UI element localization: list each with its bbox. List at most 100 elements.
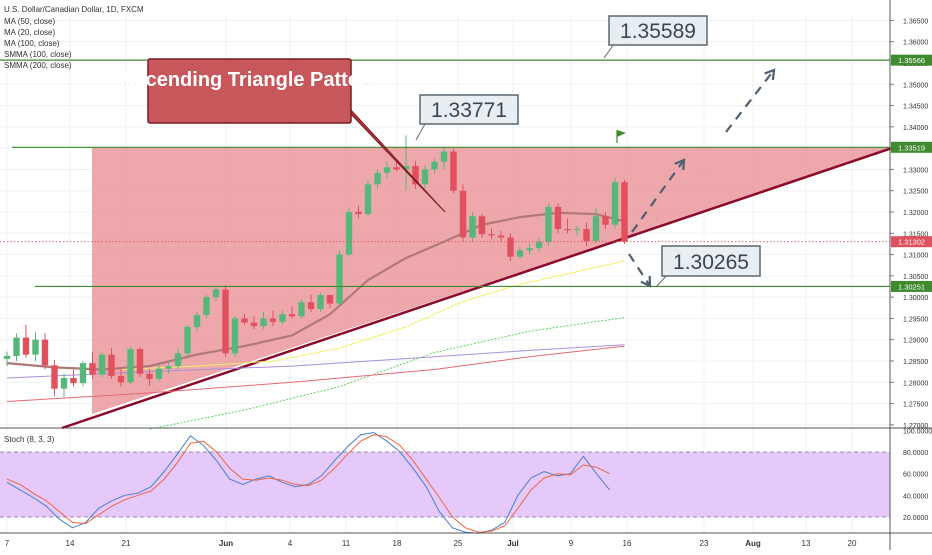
callout-support: 1.30265 xyxy=(655,245,761,288)
price-tick-label: 1.29500 xyxy=(903,316,928,323)
time-tick-label: 18 xyxy=(393,539,402,548)
callout-high-value: 1.33771 xyxy=(431,99,507,122)
candle-body xyxy=(554,206,562,230)
candle-body xyxy=(469,216,476,238)
price-tick-label: 1.30000 xyxy=(903,295,928,302)
candle-body xyxy=(345,211,353,255)
ma-series-line xyxy=(120,260,625,370)
projection-arrow-shaft xyxy=(628,253,651,287)
candle-body xyxy=(393,167,400,170)
price-tick-label: 1.27500 xyxy=(903,402,928,409)
candle-body xyxy=(241,318,248,323)
candle-body xyxy=(193,315,201,327)
candle-body xyxy=(336,254,343,304)
projection-arrow-head xyxy=(640,275,652,288)
candle-body xyxy=(364,184,372,215)
indicator-smma200: SMMA (200, close) xyxy=(4,61,72,70)
candle-body xyxy=(478,216,486,235)
stoch-axis: 100.0000 80.0000 60.0000 40.0000 20.0000 xyxy=(903,428,932,522)
ma-series-line xyxy=(6,345,625,402)
callout-upper-target: 1.35589 xyxy=(603,15,708,59)
price-tick-label: 1.34000 xyxy=(903,125,928,132)
candle-body xyxy=(374,172,381,185)
candle-body xyxy=(317,295,324,310)
candle-body xyxy=(41,339,49,366)
candle-body xyxy=(269,318,277,322)
candle-body xyxy=(108,354,115,376)
stoch-tick-label: 40.0000 xyxy=(903,493,928,500)
candle-body xyxy=(79,363,87,384)
price-tag-box xyxy=(891,236,932,248)
time-tick-label: 23 xyxy=(700,539,709,548)
price-tag-box xyxy=(891,141,932,153)
candle-body xyxy=(3,355,11,359)
candle-body xyxy=(98,354,106,375)
candle-body xyxy=(184,326,191,354)
candle-body xyxy=(32,339,39,355)
stoch-tick-label: 100.0000 xyxy=(903,428,932,435)
price-tags: 1.35566 1.33519 1.31302 1.30251 xyxy=(891,54,932,292)
time-tick-label: 11 xyxy=(342,539,351,548)
candle-body xyxy=(136,349,144,374)
candle-body xyxy=(279,314,286,322)
price-tag-label: 1.30251 xyxy=(898,282,925,291)
price-tick-label: 1.31500 xyxy=(903,231,928,238)
indicator-smma100: SMMA (100, close) xyxy=(4,50,72,59)
price-tick-label: 1.32500 xyxy=(903,189,928,196)
candle-body xyxy=(203,297,210,316)
candle-body xyxy=(412,166,419,185)
pattern-label: Ascending Triangle Pattern xyxy=(120,69,379,91)
symbol-title: U.S. Dollar/Canadian Dollar, 1D, FXCM xyxy=(4,5,144,14)
candle-body xyxy=(307,302,315,310)
price-tick-label: 1.29000 xyxy=(903,338,928,345)
candle-body xyxy=(260,318,267,327)
candle-body xyxy=(526,248,533,251)
candle-body xyxy=(70,378,77,384)
candle-body xyxy=(355,211,362,215)
time-tick-label: 7 xyxy=(5,539,10,548)
candle-body xyxy=(421,169,429,185)
price-tick-label: 1.33000 xyxy=(903,167,928,174)
price-tick-label: 1.32000 xyxy=(903,210,928,217)
price-tick-label: 1.34500 xyxy=(903,104,928,111)
time-tick-label: Jul xyxy=(507,539,519,548)
price-tick-label: 1.28500 xyxy=(903,359,928,366)
price-tick-label: 1.36000 xyxy=(903,40,928,47)
price-tick-label: 1.36500 xyxy=(903,18,928,25)
time-tick-label: 13 xyxy=(802,539,811,548)
ma-series-line xyxy=(6,344,625,379)
candle-body xyxy=(535,241,543,249)
price-tag-label: 1.31302 xyxy=(898,238,925,247)
candle-body xyxy=(383,167,391,173)
price-tag-box xyxy=(891,54,932,66)
indicator-ma50: MA (50, close) xyxy=(4,17,55,26)
candle-body xyxy=(573,229,581,231)
price-tag-box xyxy=(891,280,932,292)
candle-body xyxy=(13,337,20,356)
projection-arrow-head xyxy=(674,158,686,171)
projection-arrow-head xyxy=(764,68,776,81)
callout-high: 1.33771 xyxy=(415,94,519,141)
stoch-band xyxy=(0,452,890,517)
candle-body xyxy=(545,206,552,242)
candle-body xyxy=(611,182,619,225)
time-tick-label: Aug xyxy=(745,539,761,548)
candle-body xyxy=(564,229,571,231)
price-tick-label: 1.31000 xyxy=(903,253,928,260)
time-axis[interactable]: 7 14 21 Jun 4 11 18 25 Jul 9 16 23 Aug 13 20 xyxy=(5,539,857,548)
candle-body xyxy=(602,216,609,225)
candle-body xyxy=(174,353,182,367)
projection-arrows xyxy=(628,68,776,288)
candle-body xyxy=(459,190,467,238)
indicator-ma20: MA (20, close) xyxy=(4,28,55,37)
candle-body xyxy=(431,161,438,170)
time-tick-label: 9 xyxy=(569,539,574,548)
price-axis[interactable]: 1.365001.360001.355001.350001.345001.340… xyxy=(890,18,928,430)
time-tick-label: 14 xyxy=(66,539,75,548)
candle-body xyxy=(60,378,68,389)
candle-body xyxy=(222,289,229,354)
price-tick-label: 1.35000 xyxy=(903,82,928,89)
candle-body xyxy=(231,318,239,354)
